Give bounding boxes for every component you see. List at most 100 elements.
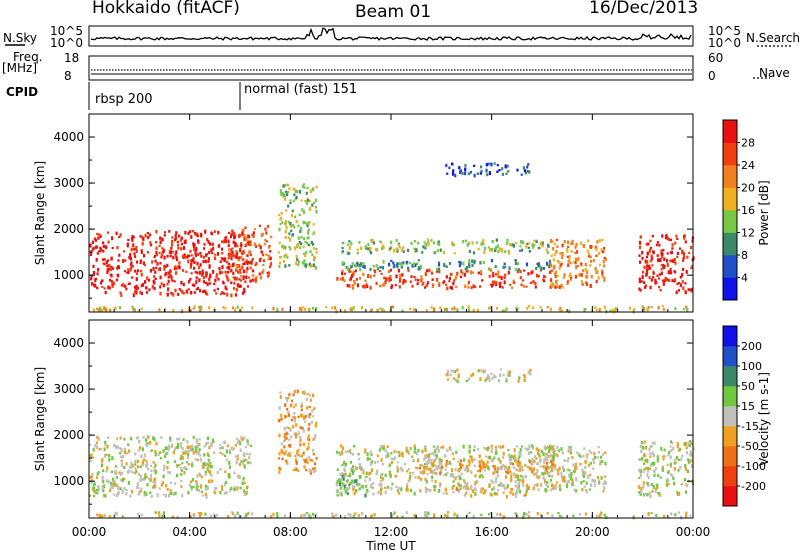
range-cell (100, 281, 103, 285)
range-cell (640, 490, 643, 494)
range-cell (175, 237, 178, 240)
range-cell (219, 443, 222, 446)
range-cell (488, 379, 491, 382)
range-cell (192, 257, 195, 261)
range-cell (394, 456, 397, 460)
range-cell (312, 246, 315, 250)
range-cell (519, 269, 522, 274)
range-cell (325, 306, 328, 309)
range-cell (245, 452, 249, 456)
range-cell (539, 306, 542, 309)
range-cell (90, 453, 93, 457)
range-cell (286, 426, 289, 430)
range-cell (497, 489, 500, 492)
range-cell (287, 410, 290, 414)
range-cell (209, 471, 212, 475)
range-cell (307, 436, 310, 441)
range-cell (492, 465, 495, 468)
range-cell (677, 289, 680, 292)
range-cell (150, 449, 153, 452)
range-cell (424, 247, 427, 250)
range-cell (423, 286, 427, 289)
range-cell (247, 276, 250, 279)
range-cell (164, 484, 168, 488)
range-cell (399, 277, 402, 281)
range-cell (467, 459, 470, 462)
range-cell (225, 274, 228, 277)
range-cell (252, 231, 255, 234)
range-cell (292, 424, 295, 429)
range-cell (224, 270, 227, 274)
range-cell (567, 450, 570, 453)
range-cell (652, 485, 655, 489)
range-cell (574, 462, 578, 467)
range-cell (351, 471, 355, 475)
range-cell (431, 283, 435, 286)
range-cell (421, 464, 424, 467)
range-cell (401, 515, 404, 518)
range-cell (432, 445, 435, 448)
range-cell (414, 447, 417, 451)
range-cell (562, 479, 565, 483)
range-cell (425, 479, 428, 484)
range-cell (581, 487, 584, 492)
range-cell (515, 491, 518, 495)
range-cell (545, 261, 549, 266)
range-cell (686, 308, 689, 312)
freq-label-top: Freq. (13, 50, 43, 64)
range-cell (385, 278, 388, 281)
range-cell (491, 280, 494, 283)
range-cell (467, 487, 470, 491)
range-cell (303, 259, 306, 263)
range-cell (551, 449, 554, 454)
range-cell (120, 284, 123, 287)
range-cell (150, 494, 153, 498)
range-cell (303, 392, 306, 395)
range-cell (102, 262, 105, 265)
range-cell (473, 448, 476, 452)
range-cell (413, 514, 416, 517)
range-cell (551, 487, 554, 490)
range-cell (407, 248, 410, 252)
range-cell (148, 288, 151, 292)
range-cell (582, 470, 585, 474)
range-cell (131, 264, 134, 268)
range-cell (488, 247, 491, 252)
cpid-label: CPID (6, 85, 39, 99)
range-cell (172, 255, 175, 260)
range-cell (445, 283, 448, 286)
range-cell (551, 239, 554, 243)
range-cell (311, 253, 314, 256)
range-cell (604, 475, 607, 478)
range-cell (509, 461, 512, 465)
range-cell (380, 475, 383, 479)
range-cell (241, 265, 244, 270)
range-cell (435, 457, 438, 460)
range-cell (680, 483, 683, 486)
range-cell (403, 462, 406, 466)
range-cell (258, 272, 261, 276)
range-cell (93, 494, 96, 498)
range-cell (282, 194, 285, 198)
range-cell (301, 390, 305, 395)
range-cell (130, 261, 133, 264)
range-cell (605, 309, 608, 314)
range-cell (479, 270, 482, 274)
range-cell (531, 444, 534, 448)
range-cell (655, 513, 658, 517)
range-cell (298, 260, 301, 264)
x-tick-label: 12:00 (374, 525, 409, 539)
range-cell (519, 276, 522, 280)
range-cell (451, 452, 454, 456)
range-cell (655, 243, 658, 247)
range-cell (523, 378, 526, 382)
range-cell (242, 476, 245, 481)
range-cell (140, 249, 143, 252)
range-cell (530, 451, 533, 454)
range-cell (221, 291, 224, 295)
range-cell (593, 479, 597, 483)
range-cell (135, 288, 138, 292)
range-cell (497, 467, 500, 471)
range-cell (311, 448, 315, 452)
range-cell (175, 250, 178, 255)
